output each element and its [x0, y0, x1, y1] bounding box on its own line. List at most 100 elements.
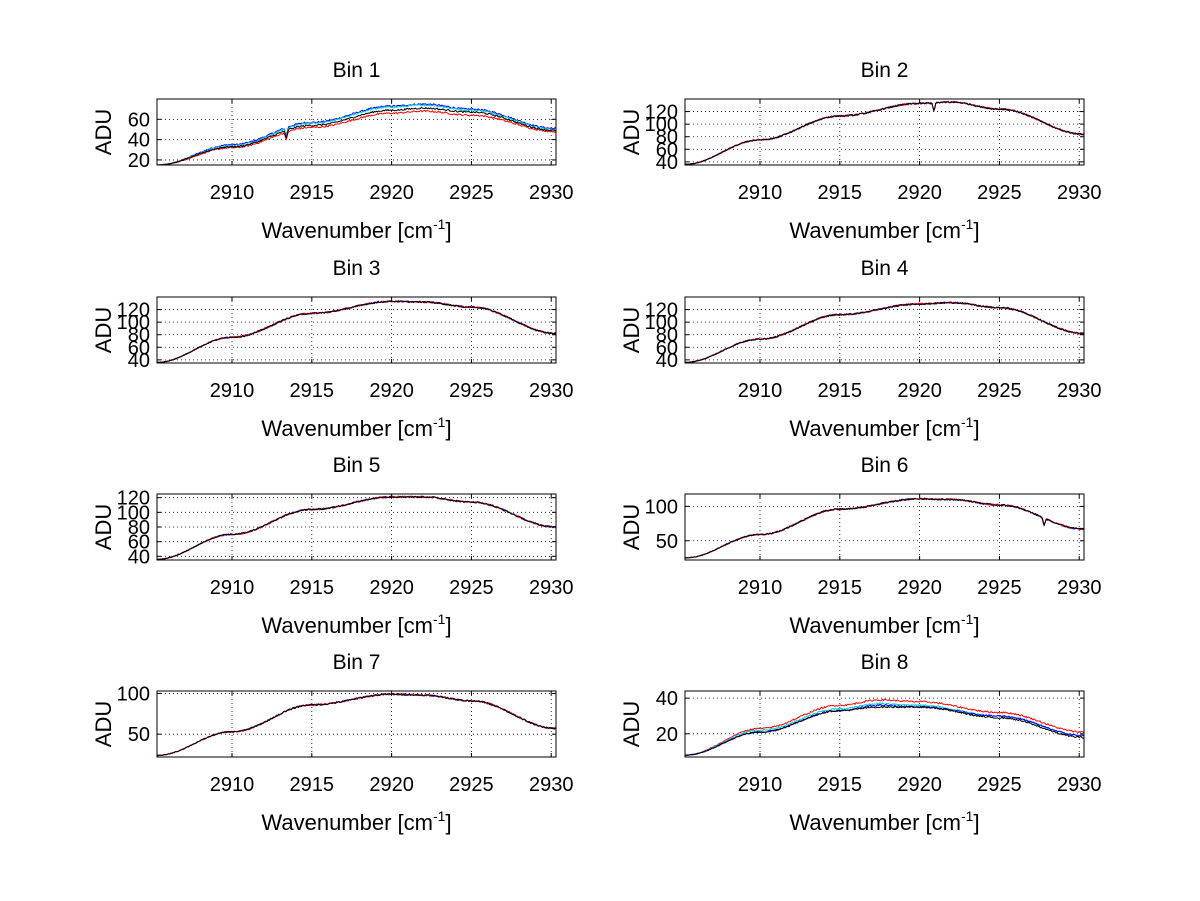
plot-area: [685, 691, 1084, 757]
y-axis-label: ADU: [619, 307, 644, 353]
y-tick-label: 80: [128, 325, 150, 347]
x-tick-label: 2925: [449, 182, 494, 204]
y-tick-label: 40: [656, 688, 678, 710]
axes-box: [684, 690, 1085, 758]
x-tick-label: 2925: [977, 774, 1022, 796]
x-tick-label: 2915: [818, 182, 863, 204]
series-line-black: [684, 301, 1085, 364]
x-axis-label: Wavenumber [cm-1]: [261, 611, 451, 638]
y-tick-label: 40: [656, 350, 678, 372]
x-tick-label: 2925: [449, 577, 494, 599]
x-tick-label: 2930: [529, 577, 574, 599]
x-tick-label: 2925: [449, 380, 494, 402]
y-tick-label: 20: [128, 150, 150, 172]
x-axis-label: Wavenumber [cm-1]: [789, 808, 979, 835]
x-tick-label: 2920: [897, 380, 942, 402]
plot-area: [157, 691, 556, 757]
x-tick-label: 2915: [290, 182, 335, 204]
axes-box: [684, 296, 1085, 364]
x-tick-label: 2915: [818, 577, 863, 599]
y-tick-label: 40: [128, 350, 150, 372]
y-tick-label: 80: [128, 517, 150, 539]
y-tick-label: 40: [656, 152, 678, 174]
axes-box: [156, 296, 557, 364]
y-tick-label: 60: [656, 337, 678, 359]
axes-box: [684, 98, 1085, 166]
y-tick-label: 100: [645, 114, 678, 136]
y-tick-label: 60: [128, 109, 150, 131]
x-tick-label: 2920: [369, 380, 414, 402]
y-axis-label: ADU: [619, 504, 644, 550]
y-axis-label: ADU: [619, 109, 644, 155]
plot-area: [685, 99, 1084, 165]
panel-title: Bin 2: [861, 59, 909, 82]
x-tick-label: 2915: [818, 774, 863, 796]
panel-title: Bin 6: [861, 454, 909, 477]
x-tick-label: 2910: [738, 380, 783, 402]
axes-box: [684, 493, 1085, 561]
x-axis-label: Wavenumber [cm-1]: [261, 216, 451, 243]
x-axis-label: Wavenumber [cm-1]: [789, 414, 979, 441]
plot-area: [685, 297, 1084, 363]
series-line-black: [156, 495, 557, 560]
y-axis-label: ADU: [91, 307, 116, 353]
x-tick-label: 2910: [210, 774, 255, 796]
panel-title: Bin 8: [861, 651, 909, 674]
x-tick-label: 2915: [290, 577, 335, 599]
x-tick-label: 2925: [449, 774, 494, 796]
y-tick-label: 120: [117, 488, 150, 510]
series-line-black: [684, 497, 1085, 559]
x-axis-label: Wavenumber [cm-1]: [261, 808, 451, 835]
x-tick-label: 2930: [529, 380, 574, 402]
plot-area: [157, 494, 556, 560]
panel-bin-7: 2910 2915 2920 2925 2930 50 100 Bin 7 Wavenumber…: [91, 651, 573, 835]
y-tick-label: 100: [117, 312, 150, 334]
panel-title: Bin 3: [333, 257, 381, 280]
axes-box: [156, 690, 557, 758]
y-tick-label: 100: [645, 312, 678, 334]
y-tick-label: 100: [117, 683, 150, 705]
y-tick-label: 50: [128, 724, 150, 746]
y-tick-label: 120: [645, 300, 678, 322]
x-tick-label: 2920: [897, 182, 942, 204]
x-tick-label: 2915: [290, 380, 335, 402]
panel-bin-6: 2910 2915 2920 2925 2930 50 100 Bin 6 Wavenumber…: [619, 454, 1101, 638]
y-tick-label: 80: [656, 127, 678, 149]
y-tick-label: 40: [128, 546, 150, 568]
y-tick-label: 120: [645, 102, 678, 124]
y-tick-label: 50: [656, 531, 678, 553]
series-line-black: [685, 101, 1085, 165]
x-tick-label: 2925: [977, 577, 1022, 599]
y-axis-label: ADU: [91, 701, 116, 747]
series-line-black: [684, 705, 1085, 756]
panel-title: Bin 5: [333, 454, 381, 477]
x-tick-label: 2910: [738, 774, 783, 796]
x-tick-label: 2910: [738, 577, 783, 599]
x-tick-label: 2930: [1057, 380, 1102, 402]
x-tick-label: 2920: [369, 182, 414, 204]
y-tick-label: 40: [128, 130, 150, 152]
x-tick-label: 2910: [738, 182, 783, 204]
axes-box: [156, 98, 557, 166]
x-axis-label: Wavenumber [cm-1]: [261, 414, 451, 441]
x-tick-label: 2920: [897, 577, 942, 599]
x-tick-label: 2910: [210, 182, 255, 204]
y-tick-label: 100: [645, 496, 678, 518]
series-line-cyan: [156, 104, 557, 166]
panel-bin-8: 2910 2915 2920 2925 2930 20 40 Bin 8 Wavenumber …: [619, 651, 1101, 835]
x-tick-label: 2930: [529, 774, 574, 796]
series-line-black: [156, 693, 557, 756]
x-axis-label: Wavenumber [cm-1]: [789, 611, 979, 638]
x-tick-label: 2925: [977, 380, 1022, 402]
y-tick-label: 20: [656, 724, 678, 746]
plot-area: [157, 99, 556, 165]
y-axis-label: ADU: [91, 504, 116, 550]
y-tick-label: 60: [128, 532, 150, 554]
panel-title: Bin 4: [861, 257, 909, 280]
